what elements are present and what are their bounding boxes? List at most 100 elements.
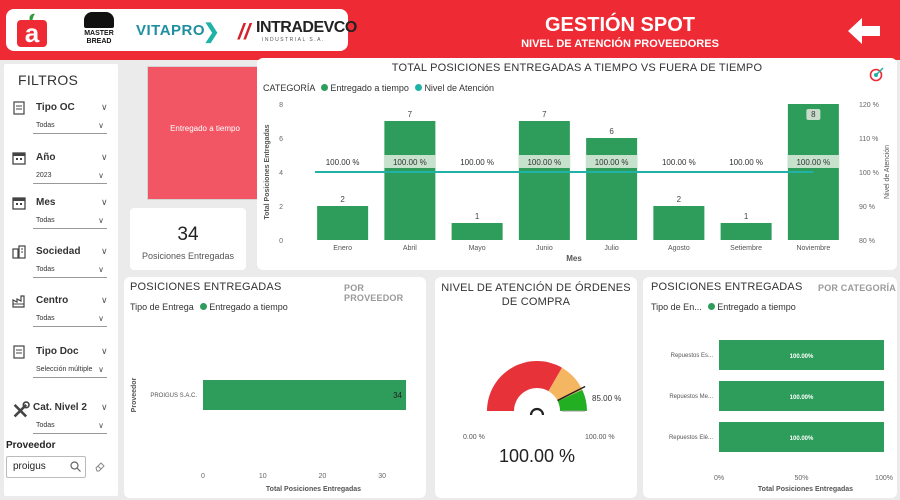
- bar-value-badge: [806, 109, 821, 120]
- x-tick-label: 30: [378, 473, 386, 480]
- line-label-bg: [585, 155, 638, 168]
- legend-dot-line: [415, 84, 423, 91]
- filter-dropdown[interactable]: Todas ∨: [33, 420, 107, 434]
- bar-value-label: 2: [677, 195, 682, 204]
- bar-category[interactable]: [719, 422, 884, 452]
- x-tick-label: 50%: [794, 475, 808, 482]
- x-tick-label: Junio: [536, 245, 553, 252]
- x-axis-title: Mes: [566, 254, 582, 263]
- bar-julio[interactable]: [586, 138, 638, 240]
- bar-junio[interactable]: [518, 121, 570, 240]
- line-value-label: 100.00 %: [662, 158, 696, 167]
- legend-bar-label[interactable]: Entregado a tiempo: [330, 83, 409, 93]
- y-right-tick-label: 80 %: [859, 238, 875, 245]
- filter-label: Mes: [36, 197, 56, 208]
- bar-value-label: 6: [609, 127, 614, 136]
- logo-masterbread-line2: BREAD: [86, 38, 112, 45]
- eraser-icon[interactable]: [94, 460, 106, 472]
- filter-label: Tipo Doc: [36, 346, 79, 357]
- bar-mayo[interactable]: [451, 223, 503, 240]
- supplier-legend-title: Tipo de Entrega: [130, 302, 194, 312]
- x-tick-label: Abril: [403, 245, 417, 252]
- bar-value-label: 2: [340, 195, 345, 204]
- line-value-label: 100.00 %: [460, 158, 494, 167]
- logo-intradevco: // INTRADEVCO INDUSTRIAL S.A.: [238, 17, 357, 47]
- filter-dropdown-value: Todas: [36, 266, 55, 273]
- filter-dropdown[interactable]: Todas ∨: [33, 313, 107, 327]
- bar-abril[interactable]: [384, 121, 436, 240]
- calendar-icon: [12, 197, 26, 210]
- attention-gauge[interactable]: 85.00 % 0.00 % 100.00 % 100.00 %: [435, 277, 637, 498]
- document-icon: [13, 345, 25, 359]
- x-tick-label: 0%: [714, 475, 724, 482]
- search-icon[interactable]: [70, 461, 81, 472]
- legend-line-label[interactable]: Nivel de Atención: [424, 83, 494, 93]
- x-axis-title: Total Posiciones Entregadas: [266, 486, 361, 493]
- category-legend-dot: [708, 303, 716, 310]
- bar-value-label: 8: [811, 110, 816, 119]
- category-label: Repuestos Elé...: [669, 435, 713, 441]
- supplier-chart-panel: POSICIONES ENTREGADAS POR PROVEEDOR Tipo…: [124, 277, 426, 498]
- back-arrow-icon[interactable]: [848, 17, 882, 45]
- proveedor-search-input[interactable]: proigus: [6, 456, 86, 478]
- bar-setiembre[interactable]: [720, 223, 772, 240]
- bar-value-label: 100.00%: [790, 395, 814, 401]
- chevron-down-icon[interactable]: ∨: [101, 246, 108, 256]
- x-tick-label: Setiembre: [730, 245, 762, 252]
- filter-dropdown-value: Todas: [36, 422, 55, 429]
- x-tick-label: Agosto: [668, 245, 690, 252]
- y-right-axis-title: Nivel de Atención: [884, 145, 891, 199]
- chevron-down-icon: ∨: [98, 314, 104, 323]
- filter-dropdown-value: 2023: [36, 172, 52, 179]
- x-axis-title: Total Posiciones Entregadas: [758, 486, 853, 493]
- supplier-legend-label[interactable]: Entregado a tiempo: [209, 302, 288, 312]
- filter-dropdown[interactable]: Todas ∨: [33, 264, 107, 278]
- filter-dropdown[interactable]: 2023 ∨: [33, 170, 107, 184]
- y-tick-label: 8: [279, 102, 283, 109]
- bar-value-label: 100.00%: [790, 354, 814, 360]
- gauge-value-label: 100.00 %: [499, 446, 575, 466]
- document-icon: [13, 101, 25, 115]
- y-tick-label: 4: [279, 170, 283, 177]
- bar-value-label: 34: [393, 391, 402, 400]
- filter-dropdown[interactable]: Todas ∨: [33, 120, 107, 134]
- gauge-arc-green[interactable]: [557, 389, 587, 411]
- filter-dropdown[interactable]: Selección múltiple ∨: [33, 364, 107, 378]
- bar-enero[interactable]: [317, 206, 369, 240]
- kpi-total-card: 34 Posiciones Entregadas: [130, 208, 246, 270]
- category-bar-chart[interactable]: Repuestos Es... 100.00% Repuestos Me... 100…: [643, 277, 897, 498]
- chevron-down-icon[interactable]: ∨: [101, 346, 108, 356]
- chevron-down-icon[interactable]: ∨: [101, 402, 108, 412]
- gauge-center-icon: [529, 407, 545, 416]
- y-right-tick-label: 110 %: [859, 136, 878, 143]
- gauge-title: NIVEL DE ATENCIÓN DE ÓRDENES DE COMPRA: [441, 282, 631, 308]
- chevron-down-icon[interactable]: ∨: [101, 295, 108, 305]
- bar-agosto[interactable]: [653, 206, 705, 240]
- category-legend-label[interactable]: Entregado a tiempo: [717, 302, 796, 312]
- chevron-right-icon: ❯: [203, 21, 220, 43]
- chevron-down-icon: ∨: [98, 365, 104, 374]
- category-chart-panel: POSICIONES ENTREGADAS POR CATEGORÍA Tipo…: [643, 277, 897, 498]
- target-icon[interactable]: [869, 66, 885, 82]
- x-tick-label: Noviembre: [796, 245, 830, 252]
- y-right-tick-label: 90 %: [859, 204, 875, 211]
- on-time-status-card[interactable]: Entregado a tiempo: [147, 66, 261, 200]
- bar-category[interactable]: [719, 340, 884, 370]
- bar-value-label: 1: [475, 212, 480, 221]
- bar-value-label: 7: [542, 110, 547, 119]
- x-tick-label: Mayo: [469, 245, 486, 252]
- chevron-down-icon[interactable]: ∨: [101, 152, 108, 162]
- chevron-down-icon[interactable]: ∨: [101, 197, 108, 207]
- chevron-down-icon[interactable]: ∨: [101, 102, 108, 112]
- gauge-arc-red[interactable]: [487, 361, 562, 411]
- chevron-down-icon: ∨: [98, 216, 104, 225]
- filter-dropdown[interactable]: Todas ∨: [33, 215, 107, 229]
- x-tick-label: 100%: [875, 475, 893, 482]
- supplier-bar-chart[interactable]: 0 10 20 30 34 PROIGUS S.A.C. Proveedor Total Po…: [124, 277, 426, 498]
- filters-title: FILTROS: [18, 72, 79, 88]
- line-value-label: 100.00 %: [595, 158, 629, 167]
- bar-category[interactable]: [719, 381, 884, 411]
- main-combo-chart[interactable]: 0 2 4 6 8 80 % 90 % 100 % 110 % 120 % Total Posici…: [257, 58, 897, 270]
- legend-title: CATEGORÍA: [263, 83, 315, 93]
- bar-proigus[interactable]: [203, 380, 407, 410]
